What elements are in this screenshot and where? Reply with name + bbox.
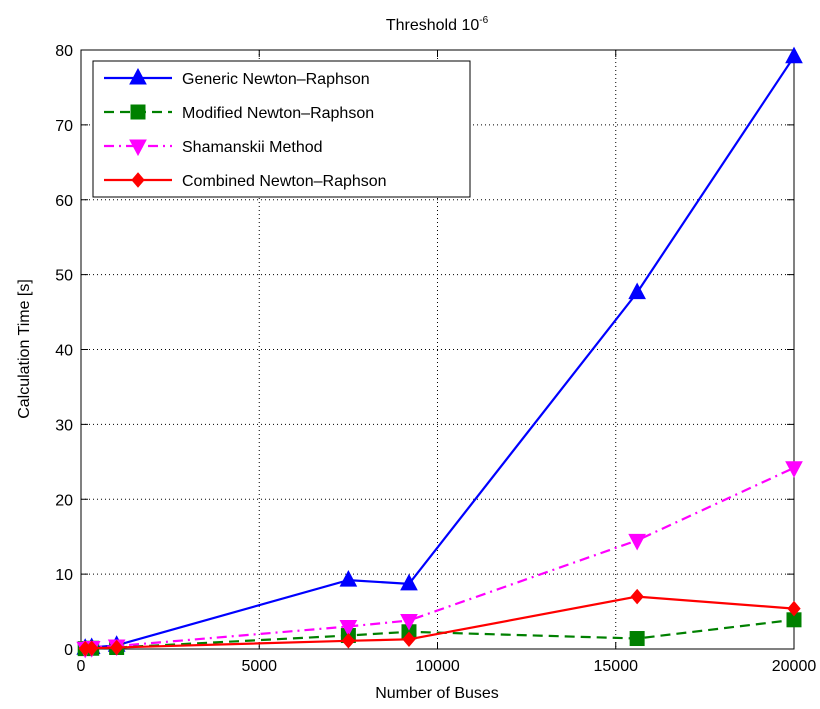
legend-label: Shamanskii Method [182, 139, 323, 156]
legend-item: Shamanskii Method [104, 139, 323, 157]
x-tick-label: 15000 [594, 658, 639, 675]
x-axis-label: Number of Buses [375, 685, 499, 702]
y-tick-label: 80 [55, 43, 73, 60]
diamond-marker [85, 640, 99, 657]
x-tick-label: 10000 [415, 658, 460, 675]
diamond-marker [109, 639, 124, 656]
y-tick-label: 20 [55, 492, 73, 509]
series-layer [76, 46, 803, 659]
legend-label: Generic Newton–Raphson [182, 71, 370, 88]
inverted-triangle-marker [339, 620, 358, 637]
legend-label: Combined Newton–Raphson [182, 173, 387, 190]
triangle-marker [628, 282, 646, 300]
square-marker [629, 631, 645, 647]
legend-item: Generic Newton–Raphson [104, 67, 370, 88]
y-tick-label: 60 [55, 193, 73, 210]
diamond-marker [341, 632, 356, 649]
x-tick-labels: 0 5000 10000 15000 20000 [77, 658, 817, 675]
y-tick-label: 10 [55, 567, 73, 584]
legend: Generic Newton–Raphson Modified Newton–Ra… [92, 60, 471, 198]
legend-box [92, 60, 471, 198]
inverted-triangle-marker [400, 614, 418, 631]
x-tick-label: 0 [77, 658, 86, 675]
legend-label: Modified Newton–Raphson [182, 105, 374, 122]
diamond-marker [630, 588, 644, 605]
diamond-marker [402, 631, 416, 648]
series-line [85, 595, 795, 650]
y-tick-label: 70 [55, 118, 73, 135]
x-tick-label: 20000 [772, 658, 817, 675]
triangle-marker [400, 573, 418, 591]
inverted-triangle-marker [785, 461, 803, 478]
series-line [85, 466, 795, 650]
legend-diamond-marker [131, 172, 145, 188]
legend-triangle-marker [129, 67, 147, 85]
y-tick-labels: 0 10 20 30 40 50 60 70 80 [55, 43, 73, 659]
chart-title: Threshold 10-6 [386, 15, 489, 34]
triangle-marker [339, 570, 358, 587]
x-tick-label: 5000 [241, 658, 277, 675]
legend-inverted-triangle-marker [129, 139, 147, 157]
legend-square-marker [130, 104, 146, 120]
y-tick-label: 50 [55, 268, 73, 285]
series [78, 588, 801, 657]
y-tick-label: 0 [64, 642, 73, 659]
y-axis-label: Calculation Time [s] [16, 279, 33, 419]
diamond-marker [787, 600, 801, 617]
y-tick-label: 30 [55, 417, 73, 434]
series [76, 461, 803, 659]
legend-item: Combined Newton–Raphson [104, 172, 387, 190]
legend-item: Modified Newton–Raphson [104, 104, 374, 122]
inverted-triangle-marker [628, 533, 646, 551]
y-tick-label: 40 [55, 343, 73, 360]
chart-title-exponent: -6 [479, 15, 488, 26]
triangle-marker [785, 46, 803, 64]
